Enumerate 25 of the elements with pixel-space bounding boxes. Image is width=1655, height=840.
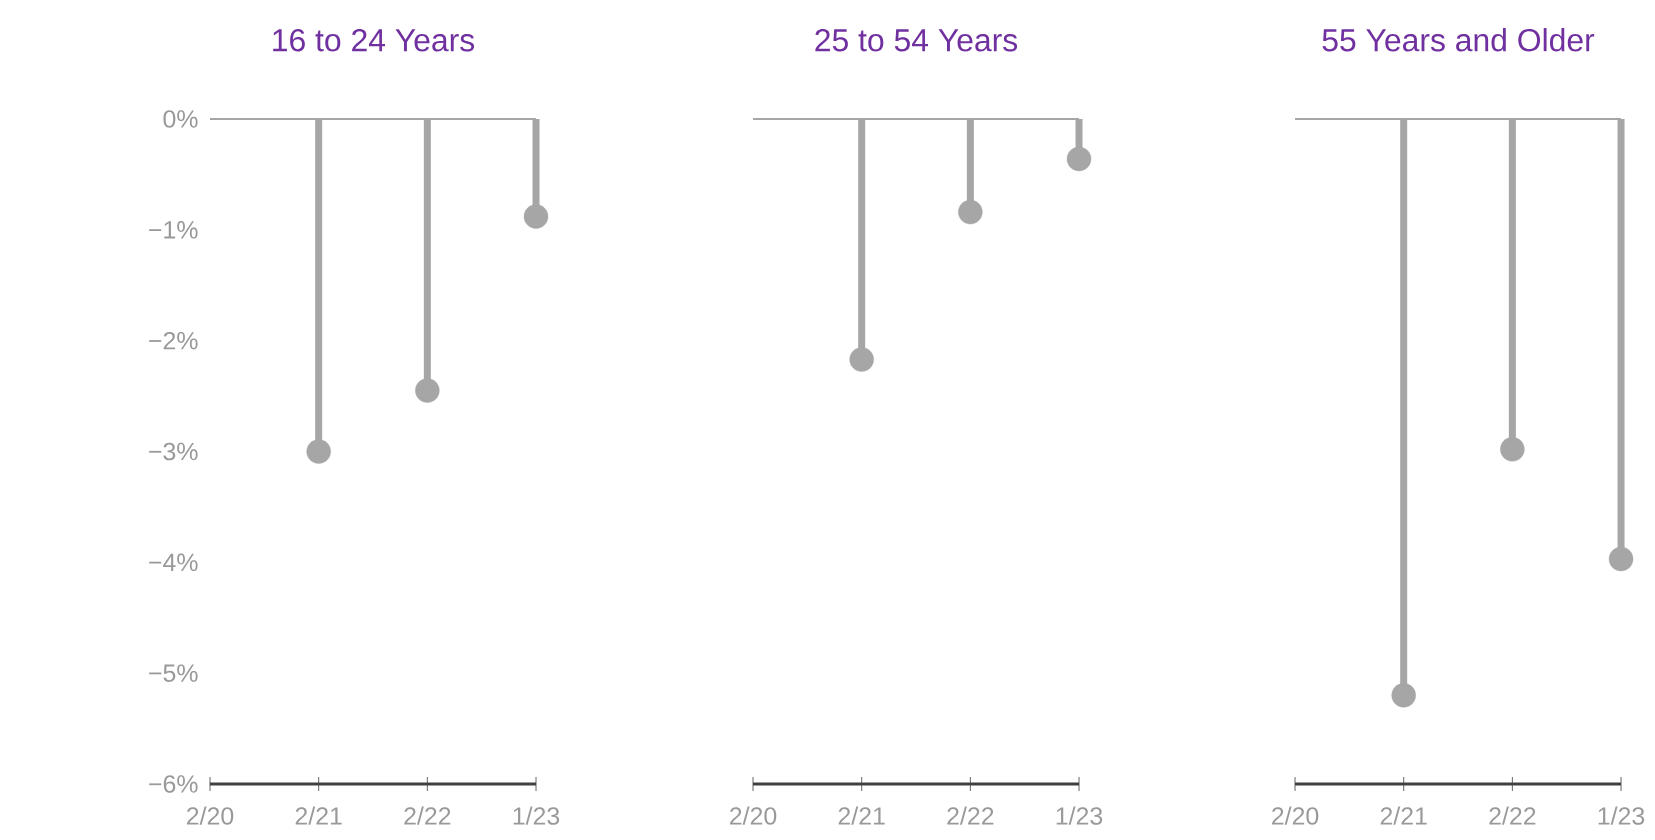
y-tick-label: −4% xyxy=(149,553,198,572)
x-tick-label: 2/21 xyxy=(295,806,342,825)
x-tick-label: 1/23 xyxy=(1598,806,1645,825)
chart-title: 55 Years and Older xyxy=(1322,28,1595,52)
x-tick-label: 2/21 xyxy=(838,806,885,825)
point xyxy=(306,439,331,464)
x-tick-label: 1/23 xyxy=(1056,806,1103,825)
x-tick-label: 2/21 xyxy=(1380,806,1427,825)
x-tick-label: 2/20 xyxy=(730,806,777,825)
y-tick-label: 0% xyxy=(163,110,198,128)
y-tick-label: −6% xyxy=(149,775,198,793)
y-tick-label: −2% xyxy=(149,331,198,350)
x-tick-label: 1/23 xyxy=(513,806,560,825)
x-tick-label: 2/22 xyxy=(947,806,994,825)
y-tick-label: −3% xyxy=(149,442,198,461)
x-tick-label: 2/22 xyxy=(404,806,451,825)
point xyxy=(415,378,440,403)
y-tick-label: −1% xyxy=(149,221,198,239)
y-tick-label: −5% xyxy=(149,664,198,682)
x-tick-label: 2/20 xyxy=(187,806,234,825)
x-tick-label: 2/22 xyxy=(1489,806,1536,825)
x-tick-label: 2/20 xyxy=(1272,806,1319,825)
chart-title: 25 to 54 Years xyxy=(815,28,1018,52)
point xyxy=(523,204,549,229)
chart-title: 16 to 24 Years xyxy=(273,28,475,52)
